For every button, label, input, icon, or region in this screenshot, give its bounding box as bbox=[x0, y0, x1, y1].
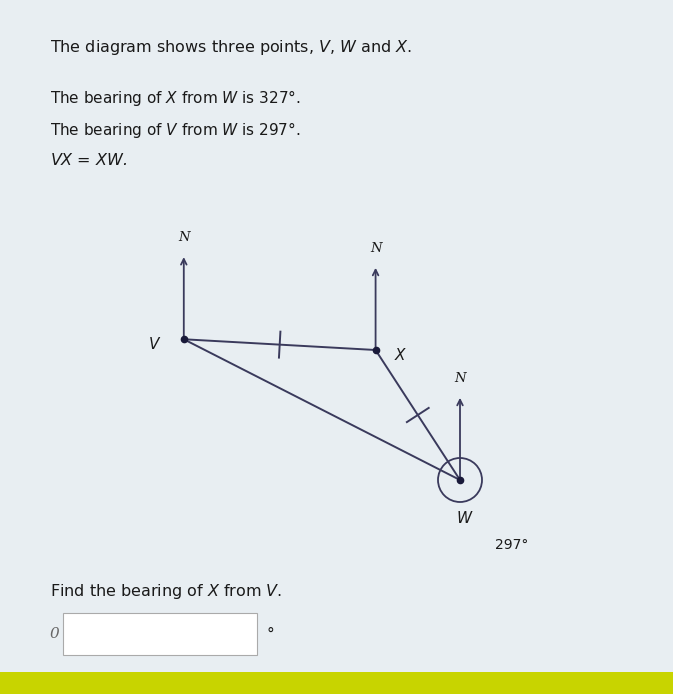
Text: $X$: $X$ bbox=[394, 347, 407, 363]
Text: $W$: $W$ bbox=[456, 510, 474, 526]
Text: $V$: $V$ bbox=[149, 337, 162, 353]
Text: N: N bbox=[369, 242, 382, 255]
FancyBboxPatch shape bbox=[63, 613, 257, 655]
Text: Find the bearing of $\it{X}$ from $\it{V}$.: Find the bearing of $\it{X}$ from $\it{V… bbox=[50, 582, 282, 601]
Text: The diagram shows three points, $\it{V}$, $\it{W}$ and $\it{X}$.: The diagram shows three points, $\it{V}$… bbox=[50, 38, 412, 57]
Text: The bearing of $\it{X}$ from $\it{W}$ is 327°.: The bearing of $\it{X}$ from $\it{W}$ is… bbox=[50, 88, 301, 108]
Text: N: N bbox=[454, 372, 466, 385]
Bar bbox=[0, 672, 673, 694]
Text: °: ° bbox=[267, 627, 275, 641]
Text: N: N bbox=[178, 231, 190, 244]
Text: The bearing of $\it{V}$ from $\it{W}$ is 297°.: The bearing of $\it{V}$ from $\it{W}$ is… bbox=[50, 120, 301, 140]
Text: 0: 0 bbox=[50, 627, 60, 641]
Text: $\it{VX}$ = $\it{XW}$.: $\it{VX}$ = $\it{XW}$. bbox=[50, 152, 127, 168]
Text: 297°: 297° bbox=[495, 538, 528, 552]
